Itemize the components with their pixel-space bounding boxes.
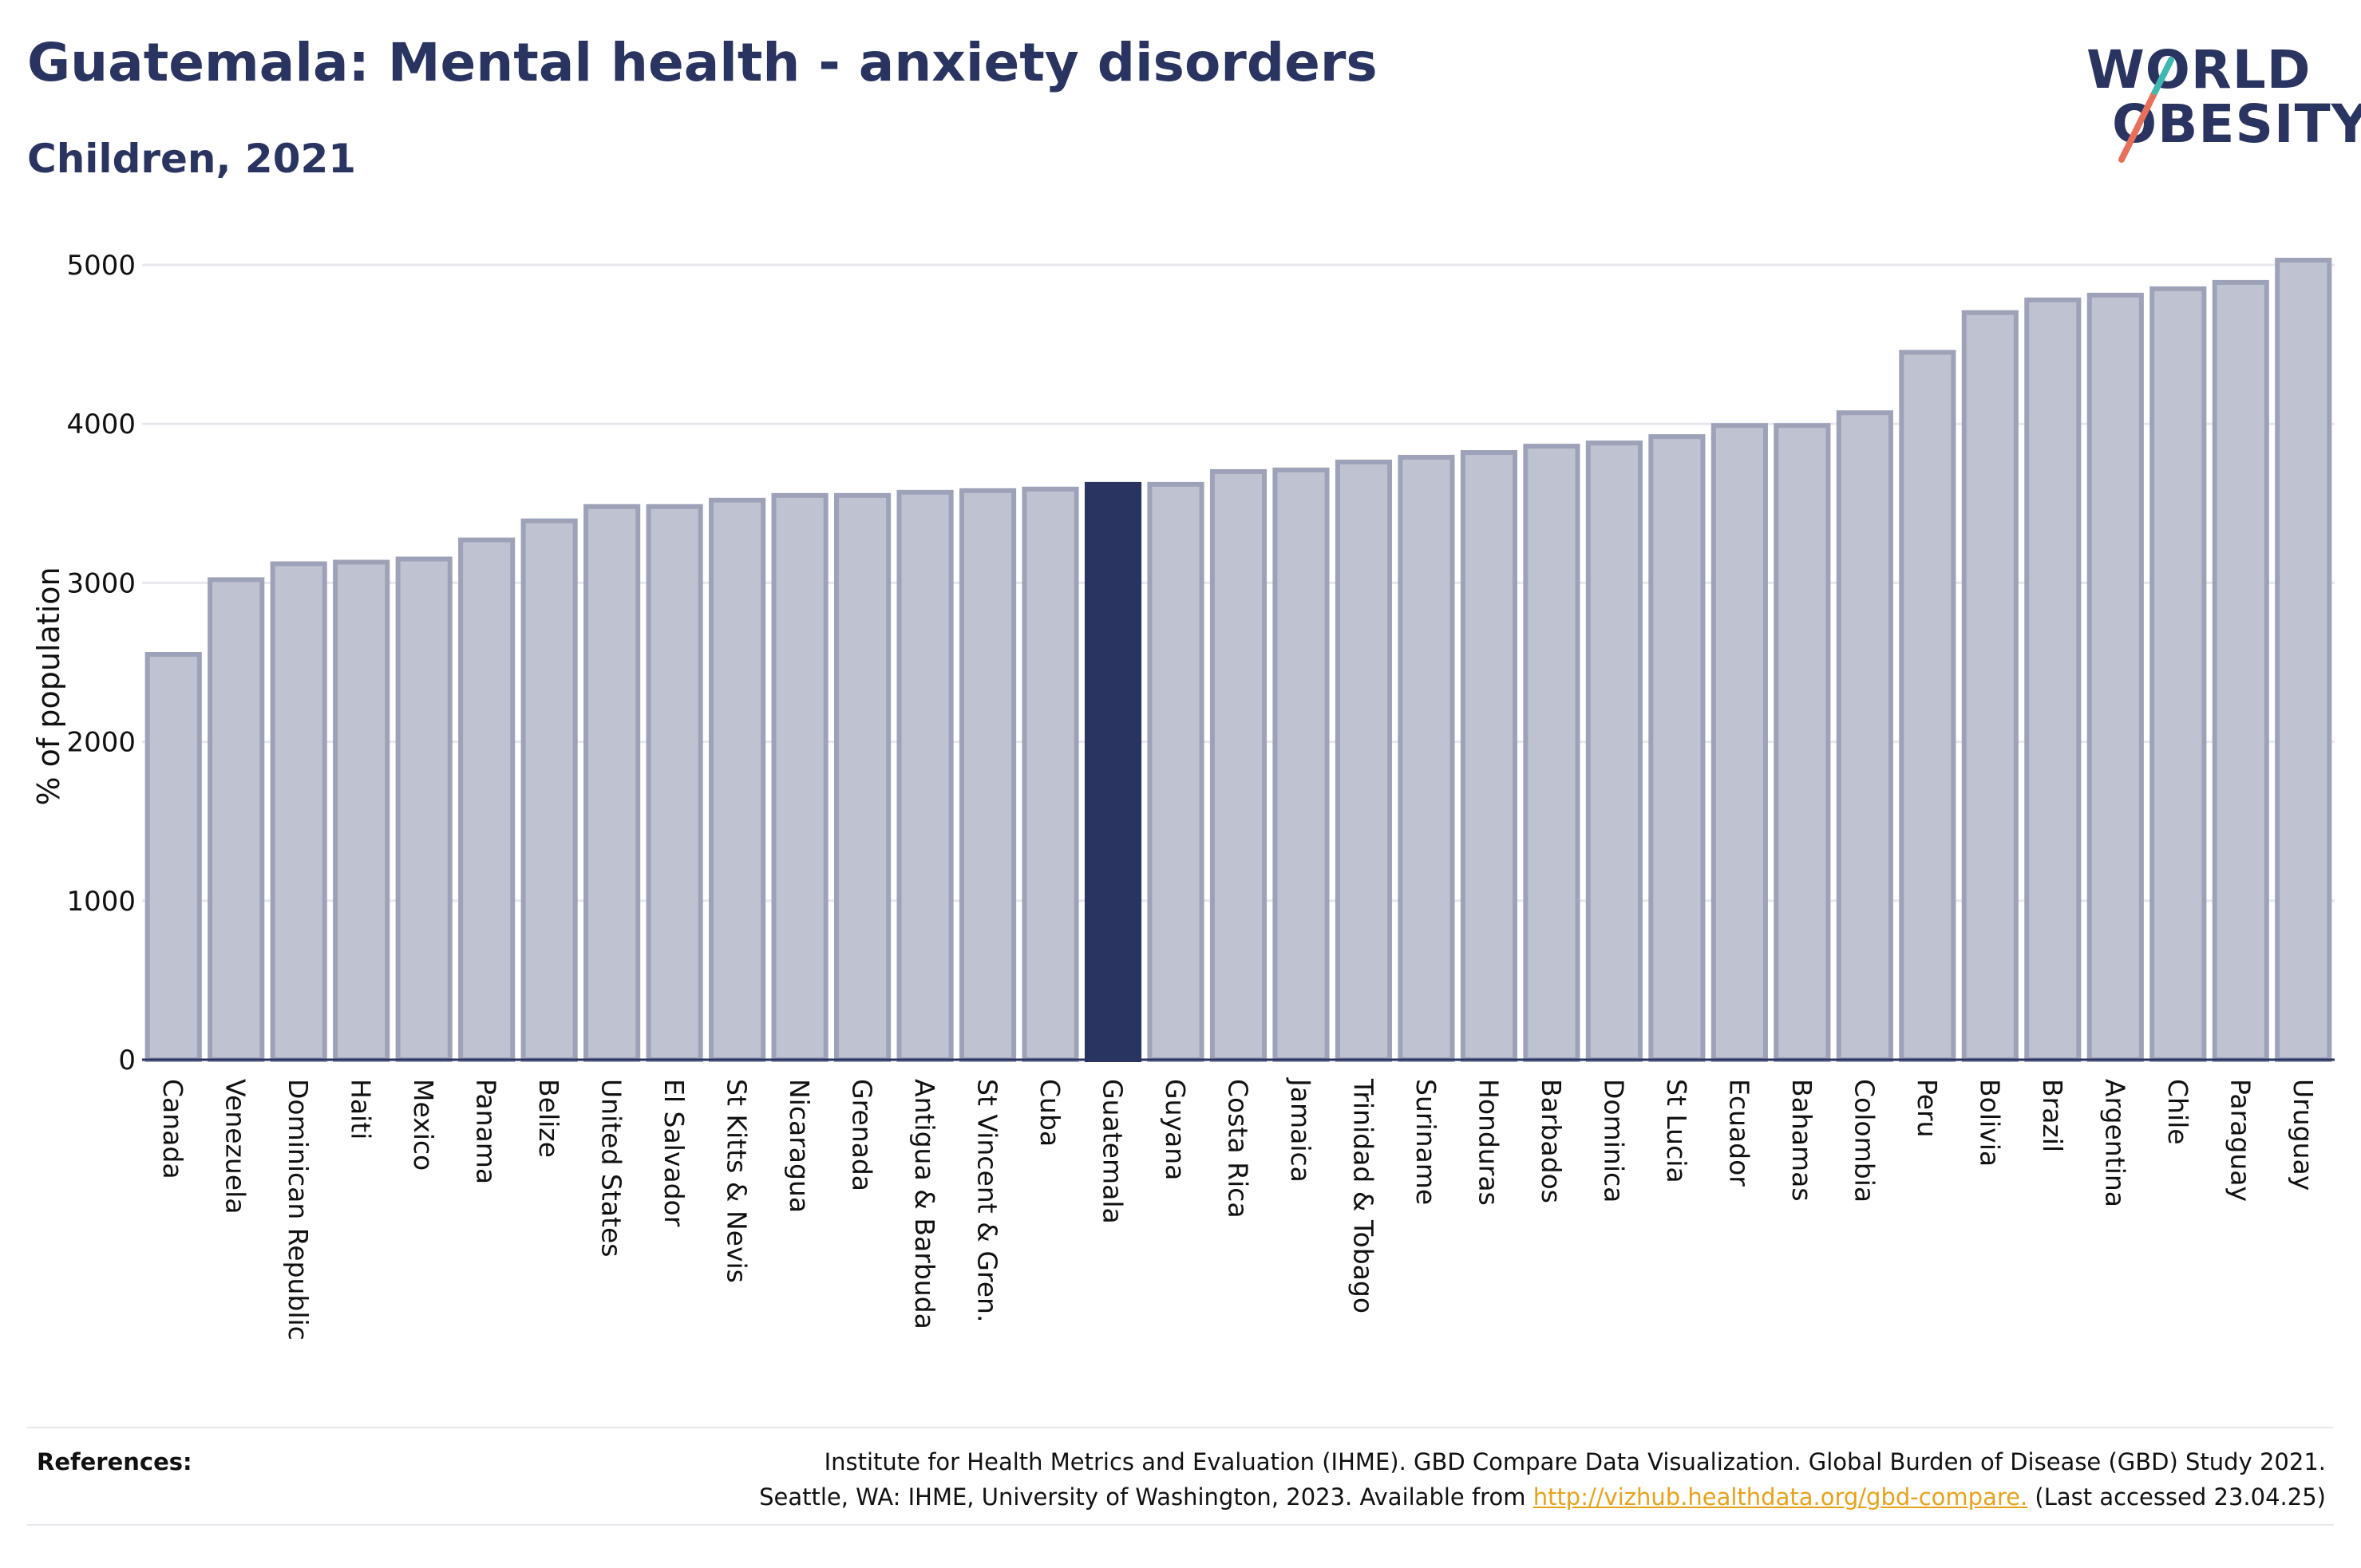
x-tick-label: Dominican Republic (283, 1079, 314, 1341)
bar-nicaragua (771, 492, 829, 1062)
x-tick-label: United States (596, 1079, 627, 1257)
bar-st-lucia (1648, 434, 1706, 1062)
x-tick-label: Cuba (1034, 1079, 1066, 1147)
x-tick-label: Venezuela (220, 1079, 251, 1214)
bar-bolivia (1961, 310, 2019, 1062)
bar-st-kitts-nevis (709, 497, 766, 1062)
bar-peru (1899, 350, 1956, 1062)
bar-chile (2149, 286, 2207, 1062)
x-tick-label: Ecuador (1723, 1079, 1754, 1187)
bar-st-vincent-gren- (959, 488, 1017, 1062)
x-tick-label: St Kitts & Nevis (722, 1079, 753, 1283)
x-tick-label: St Lucia (1661, 1079, 1692, 1183)
page-subtitle: Children, 2021 (27, 136, 357, 182)
references-heading: References: (37, 1448, 192, 1475)
x-tick-label: Grenada (847, 1079, 878, 1191)
bar-canada (144, 652, 202, 1062)
x-tick-label: Nicaragua (784, 1079, 815, 1213)
y-tick-label: 0 (118, 1045, 136, 1076)
bar-panama (458, 537, 516, 1062)
x-tick-label: Paraguay (2225, 1079, 2256, 1202)
y-tick-label: 1000 (66, 886, 136, 918)
bar-el-salvador (646, 504, 703, 1062)
x-tick-label: Haiti (346, 1079, 377, 1139)
bar-colombia (1836, 410, 1893, 1062)
logo-line-2: OBESITY (2112, 93, 2361, 155)
x-tick-label: Argentina (2099, 1079, 2130, 1207)
x-tick-label: Guyana (1160, 1079, 1191, 1180)
bar-barbados (1523, 444, 1580, 1062)
logo-line-1: WORLD (2086, 39, 2312, 101)
bar-venezuela (208, 577, 265, 1062)
x-tick-label: Canada (157, 1079, 188, 1179)
y-tick-label: 5000 (66, 250, 136, 282)
x-tick-label: Jamaica (1285, 1077, 1316, 1183)
x-tick-label: Brazil (2037, 1079, 2068, 1152)
x-tick-label: Chile (2162, 1079, 2193, 1145)
references-text: Institute for Health Metrics and Evaluat… (570, 1444, 2326, 1515)
bar-costa-rica (1209, 468, 1268, 1062)
y-axis-label: % of population (31, 567, 66, 805)
bar-bahamas (1774, 423, 1831, 1062)
world-obesity-logo: WORLD OBESITY (2075, 28, 2361, 164)
references-line-1: Institute for Health Metrics and Evaluat… (824, 1448, 2326, 1475)
bar-guyana (1147, 481, 1204, 1062)
references-link[interactable]: http://vizhub.healthdata.org/gbd-compare… (1532, 1483, 2028, 1511)
bar-cuba (1022, 486, 1079, 1062)
x-tick-label: Peru (1912, 1079, 1943, 1138)
x-tick-label: Panama (471, 1079, 502, 1184)
references-bottom-rule (27, 1524, 2334, 1526)
bar-jamaica (1272, 467, 1330, 1062)
y-tick-label: 3000 (66, 567, 136, 599)
bar-brazil (2024, 297, 2082, 1063)
bar-united-states (583, 504, 641, 1062)
x-tick-label: Suriname (1410, 1079, 1442, 1205)
x-tick-label: Mexico (408, 1079, 439, 1171)
bar-dominica (1585, 440, 1643, 1062)
references-line-2: Seattle, WA: IHME, University of Washing… (570, 1479, 2326, 1515)
x-tick-label: St Vincent & Gren. (972, 1079, 1003, 1322)
bar-argentina (2086, 292, 2144, 1062)
bar-suriname (1398, 455, 1455, 1062)
x-tick-label: El Salvador (658, 1079, 690, 1227)
bar-antigua-barbuda (896, 489, 954, 1062)
y-tick-label: 2000 (66, 727, 136, 759)
bar-guatemala (1084, 481, 1142, 1062)
bar-dominican-republic (270, 561, 327, 1062)
bar-paraguay (2212, 279, 2269, 1062)
references-line-2-prefix: Seattle, WA: IHME, University of Washing… (759, 1483, 1533, 1511)
y-tick-label: 4000 (66, 409, 136, 440)
bar-trinidad-tobago (1335, 460, 1393, 1062)
bar-grenada (834, 492, 892, 1062)
x-tick-label: Colombia (1849, 1079, 1880, 1203)
bar-haiti (333, 559, 390, 1062)
x-tick-label: Dominica (1598, 1079, 1629, 1203)
references-line-2-suffix: (Last accessed 23.04.25) (2027, 1483, 2326, 1511)
x-tick-label: Bolivia (1974, 1079, 2005, 1167)
references-top-rule (27, 1427, 2334, 1428)
bar-mexico (395, 556, 453, 1062)
x-tick-label: Honduras (1473, 1079, 1504, 1206)
x-tick-label: Trinidad & Tobago (1347, 1078, 1378, 1313)
x-tick-label: Guatemala (1097, 1079, 1129, 1224)
bar-honduras (1460, 450, 1518, 1062)
x-tick-label: Belize (533, 1079, 564, 1158)
bar-uruguay (2275, 258, 2332, 1062)
bar-belize (520, 518, 578, 1062)
x-tick-label: Barbados (1536, 1079, 1567, 1203)
x-tick-label: Costa Rica (1223, 1079, 1254, 1218)
bar-ecuador (1710, 423, 1768, 1062)
x-tick-label: Uruguay (2288, 1079, 2319, 1191)
bar-chart: 0 1000 2000 3000 4000 5000 % of population Cana… (31, 250, 2335, 1341)
page-title: Guatemala: Mental health - anxiety disor… (27, 32, 1378, 93)
x-tick-label: Antigua & Barbuda (909, 1079, 940, 1329)
logo-slash-icon (2118, 57, 2174, 163)
x-tick-label: Bahamas (1786, 1079, 1817, 1202)
